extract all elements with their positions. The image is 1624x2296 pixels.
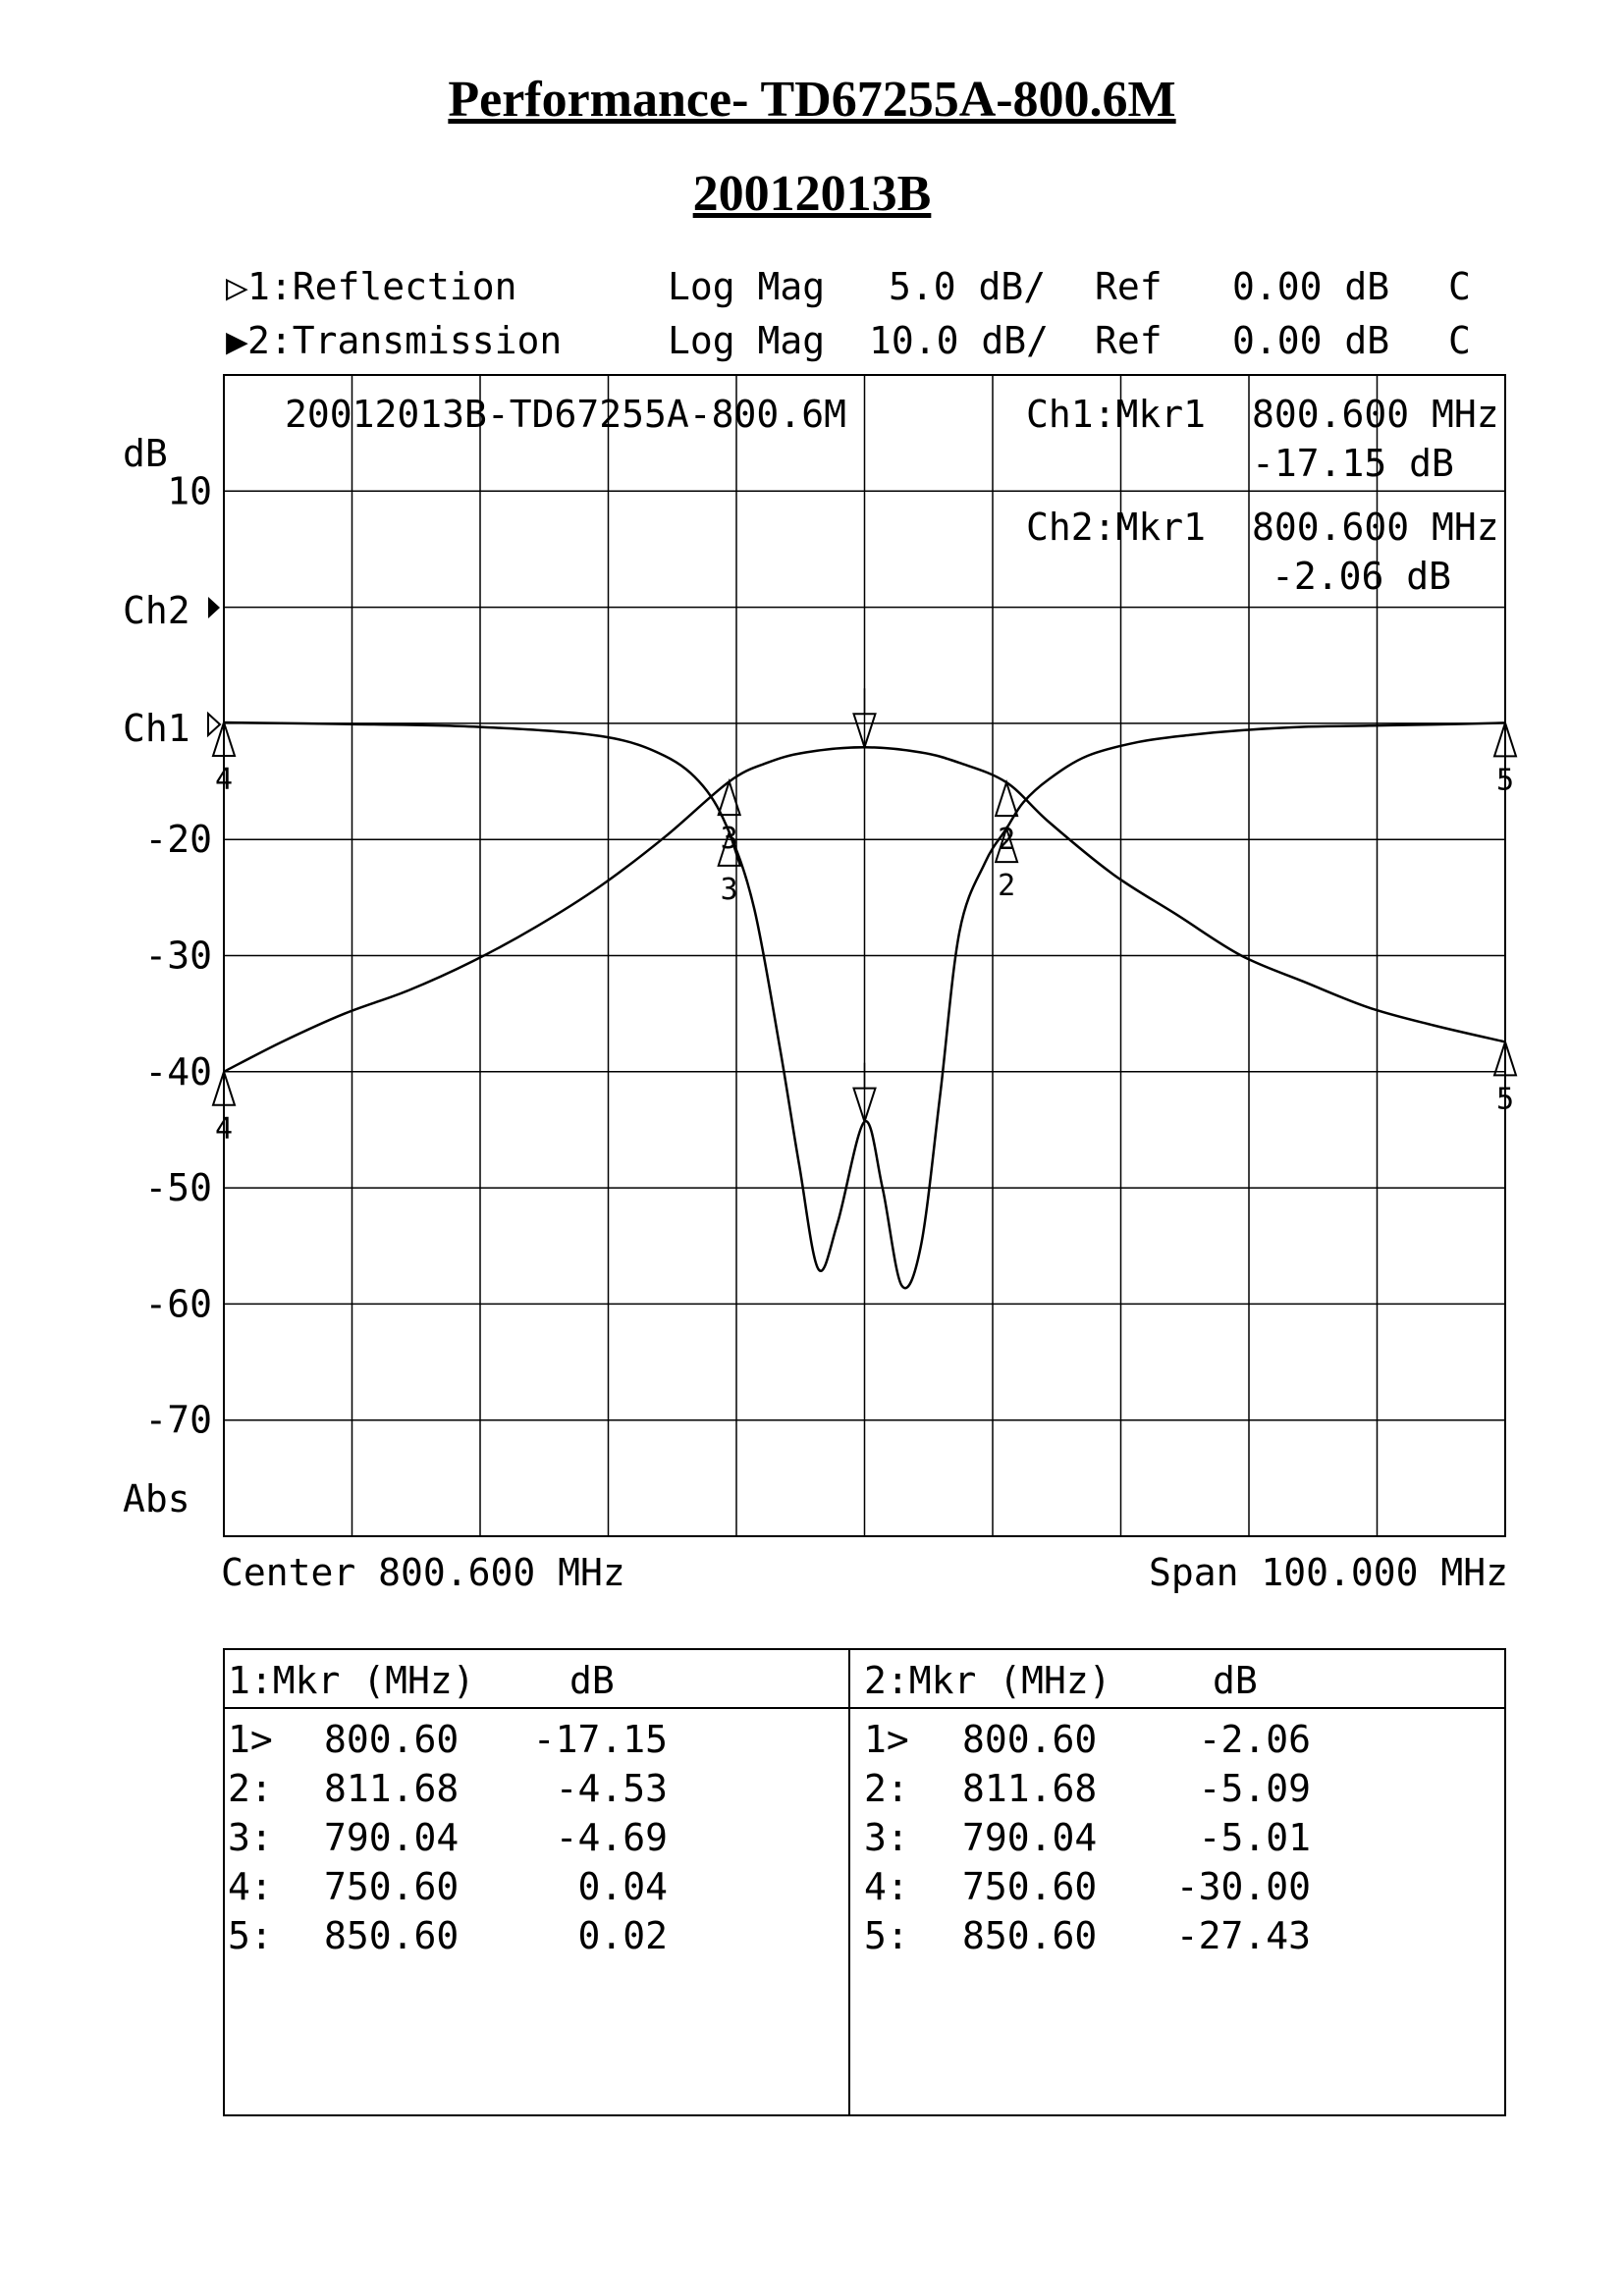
page-subtitle: 20012013B [692,166,932,222]
trace-title: 20012013B-TD67255A-800.6M [285,393,846,436]
ch1-ref-arrow [207,711,222,738]
ch1-table-marker-id: 1> [228,1718,273,1761]
ch1-header-marker: ▷ [226,265,248,308]
marker-table [223,1648,1506,2116]
ch2-readout-freq: 800.600 MHz [1252,506,1499,549]
ch1-table-marker-db: 0.04 [577,1865,668,1908]
ch1-table-marker-freq: 790.04 [324,1816,459,1859]
plot-grid [223,374,1506,1537]
ch2-table-marker-id: 5: [864,1914,909,1957]
abs-label: Abs [123,1477,190,1521]
center-label: Center 800.600 MHz [221,1551,625,1594]
ch1-marker-1 [852,1087,877,1125]
ch2-table-marker-db: -5.01 [1199,1816,1311,1859]
ch2-table-marker-id: 2: [864,1767,909,1810]
ch2-marker-1 [852,713,877,751]
ch1-readout-freq: 800.600 MHz [1252,393,1499,436]
ch1-marker-4-label: 4 [215,763,233,797]
ch1-header-ref: 0.00 dB [1232,265,1389,308]
ch2-header-ref: 0.00 dB [1232,319,1389,362]
ch1-readout-label: Ch1:Mkr1 [1026,393,1206,436]
ch2-table-marker-freq: 800.60 [962,1718,1097,1761]
ch2-table-header-mkr: 2:Mkr (MHz) [864,1659,1111,1702]
ch1-readout-value: -17.15 dB [1252,442,1454,485]
ch1-header-ref-label: Ref [1095,265,1163,308]
ch2-marker-2-label: 2 [998,823,1015,857]
ch1-ref-label: Ch1 [123,707,190,750]
ch2-header-format: Log Mag [668,319,825,362]
ch2-marker-3-label: 3 [721,822,738,856]
ch1-header-label: 1:Reflection [247,265,517,308]
ch1-table-marker-freq: 850.60 [324,1914,459,1957]
ch2-table-marker-freq: 750.60 [962,1865,1097,1908]
ch2-ref-arrow [208,597,220,618]
ch1-table-header-mkr: 1:Mkr (MHz) [228,1659,475,1702]
ch2-table-marker-db: -5.09 [1199,1767,1311,1810]
y-tick-label: -60 [144,1282,212,1325]
ch2-table-marker-freq: 790.04 [962,1816,1097,1859]
ch1-table-marker-id: 5: [228,1914,273,1957]
ch2-table-marker-freq: 850.60 [962,1914,1097,1957]
ch2-table-marker-id: 4: [864,1865,909,1908]
ch2-table-marker-db: -30.00 [1176,1865,1311,1908]
trace-markers: 2 3 4 5 2 3 4 5 [211,688,1518,1147]
ch2-header-scale: 10.0 dB/ [869,319,1049,362]
ch1-marker-3-label: 3 [721,873,738,907]
ch1-table-marker-db: -4.69 [556,1816,668,1859]
ch1-marker-5-label: 5 [1496,763,1514,797]
ch1-header-format: Log Mag [668,265,825,308]
ch1-header-scale: 5.0 dB/ [889,265,1046,308]
ch2-header-ref-label: Ref [1095,319,1163,362]
reflection-trace [223,721,1506,1290]
ch1-table-marker-db: -4.53 [556,1767,668,1810]
y-tick-labels: 10 -20 -30 -40 -50 -60 -70 [144,469,212,1441]
ch2-table-marker-id: 3: [864,1816,909,1859]
ch1-table-header-db: dB [569,1659,615,1702]
ch2-marker-3 [717,777,742,817]
y-tick-label: -20 [144,818,212,861]
ch1-table-marker-id: 4: [228,1865,273,1908]
ch1-marker-2-label: 2 [998,869,1015,903]
ch2-marker-5-label: 5 [1496,1082,1514,1116]
y-tick-label: -40 [144,1050,212,1094]
ch2-header-flag: C [1448,319,1471,362]
ch1-table-marker-db: -17.15 [533,1718,668,1761]
ch1-marker-4 [211,719,237,757]
span-label: Span 100.000 MHz [1149,1551,1508,1594]
ch2-ref-label: Ch2 [123,589,190,632]
ch2-marker-4-label: 4 [215,1112,233,1147]
ch1-table-marker-id: 3: [228,1816,273,1859]
ch1-table-marker-freq: 811.68 [324,1767,459,1810]
ch1-marker-2 [994,825,1019,864]
ch1-table-marker-id: 2: [228,1767,273,1810]
y-tick-label: -30 [144,934,212,978]
ch1-table-marker-freq: 750.60 [324,1865,459,1908]
ch2-marker-5 [1492,1039,1518,1077]
y-unit-label: dB [123,432,168,475]
ch1-marker-5 [1492,720,1518,758]
ch2-readout-value: -2.06 dB [1272,555,1451,598]
y-tick-label: -70 [144,1399,212,1442]
marker-table-rows: 1> 800.60 -17.15 2: 811.68 -4.53 3: 790.04 -4.69… [228,1718,1311,1957]
ch1-marker-3 [717,828,742,867]
ch2-readout-label: Ch2:Mkr1 [1026,506,1206,549]
page-title: Performance- TD67255A-800.6M [448,72,1176,128]
ch2-table-header-db: dB [1213,1659,1258,1702]
ch2-table-marker-id: 1> [864,1718,909,1761]
ch2-table-marker-freq: 811.68 [962,1767,1097,1810]
ch2-marker-4 [211,1068,237,1106]
ch1-table-marker-freq: 800.60 [324,1718,459,1761]
y-tick-label: -50 [144,1166,212,1209]
y-tick-label: 10 [167,469,212,512]
ch1-header-flag: C [1448,265,1471,308]
ch2-header-marker: ▶ [226,319,248,362]
ch2-header-label: 2:Transmission [247,319,562,362]
ch2-table-marker-db: -27.43 [1176,1914,1311,1957]
ch2-marker-2 [994,778,1019,818]
ch2-table-marker-db: -2.06 [1199,1718,1311,1761]
ch1-table-marker-db: 0.02 [577,1914,668,1957]
